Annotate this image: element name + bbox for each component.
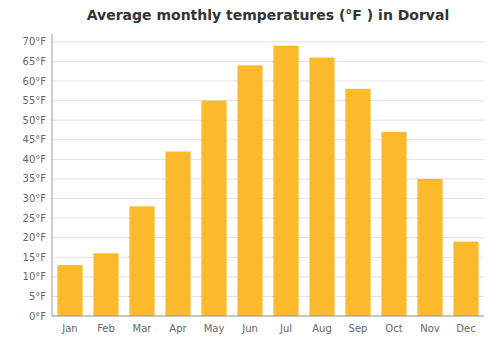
x-tick-label: Feb	[97, 323, 115, 334]
x-axis-line	[52, 316, 484, 317]
y-axis: 0°F 5°F 10°F 15°F 20°F 25°F 30°F 35°F 40°F 45°F 50…	[23, 34, 52, 322]
x-tick-label: Mar	[133, 323, 153, 334]
bar	[309, 58, 334, 317]
bar	[165, 152, 190, 317]
y-tick-label: 40°F	[23, 154, 47, 165]
x-tick-label: Jun	[241, 323, 258, 334]
y-tick-label: 35°F	[23, 173, 47, 184]
bar	[273, 46, 298, 316]
grid-line	[52, 120, 484, 121]
x-tick-label: Sep	[349, 323, 368, 334]
y-tick-label: 45°F	[23, 134, 47, 145]
grid-line	[52, 61, 484, 62]
x-tick-label: May	[204, 323, 225, 334]
y-tick-label: 0°F	[29, 311, 46, 322]
y-tick-label: 70°F	[23, 36, 47, 47]
bar	[237, 65, 262, 316]
y-tick-label: 25°F	[23, 213, 47, 224]
bar	[93, 253, 118, 316]
bars	[57, 46, 478, 316]
x-tick-label: Dec	[456, 323, 475, 334]
bar	[57, 265, 82, 316]
grid-line	[52, 316, 484, 317]
x-tick-label: Nov	[420, 323, 440, 334]
bar	[453, 242, 478, 316]
bar	[345, 89, 370, 316]
y-axis-line	[52, 34, 53, 316]
title: Average monthly temperatures (°F ) in Do…	[87, 7, 450, 23]
bar	[381, 132, 406, 316]
x-tick-label: Apr	[169, 323, 187, 334]
x-tick-label: Jan	[61, 323, 77, 334]
grid-line	[52, 100, 484, 101]
bar	[129, 206, 154, 316]
x-tick-label: Aug	[312, 323, 332, 334]
x-axis: Jan Feb Mar Apr May Jun Jul Aug Sep Oct Nov Dec	[52, 316, 484, 334]
y-tick-label: 20°F	[23, 232, 47, 243]
chart-container: Average monthly temperatures (°F ) in Do…	[0, 0, 500, 350]
y-tick-label: 5°F	[29, 291, 46, 302]
y-tick-label: 15°F	[23, 252, 47, 263]
y-tick-label: 30°F	[23, 193, 47, 204]
grid-line	[52, 159, 484, 160]
page: {"chart_data": {"type": "bar", "title": …	[0, 0, 500, 350]
x-tick-label: Jul	[279, 323, 292, 334]
y-tick-label: 65°F	[23, 56, 47, 67]
x-tick-label: Oct	[385, 323, 402, 334]
grid-line	[52, 81, 484, 82]
y-tick-label: 60°F	[23, 76, 47, 87]
bar	[201, 101, 226, 316]
grid-line	[52, 41, 484, 42]
grid	[52, 42, 484, 316]
bar	[417, 179, 442, 316]
chart-svg: Average monthly temperatures (°F ) in Do…	[0, 0, 500, 350]
y-tick-label: 50°F	[23, 115, 47, 126]
y-tick-label: 10°F	[23, 271, 47, 282]
grid-line	[52, 139, 484, 140]
y-tick-label: 55°F	[23, 95, 47, 106]
